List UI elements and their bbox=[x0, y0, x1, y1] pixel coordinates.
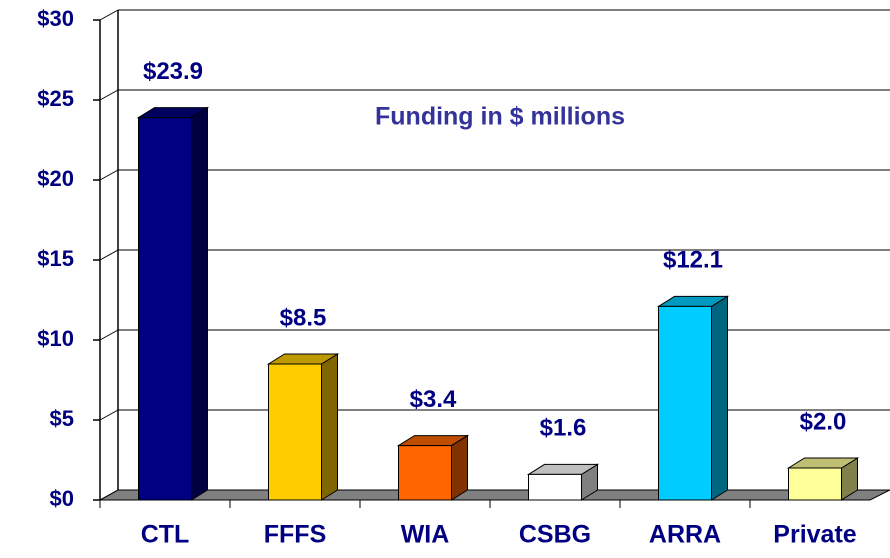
value-label: $23.9 bbox=[143, 58, 203, 85]
bar bbox=[658, 305, 712, 501]
x-tick-label: ARRA bbox=[649, 521, 721, 549]
grid-line bbox=[99, 489, 119, 501]
value-label: $1.6 bbox=[540, 415, 587, 442]
bar bbox=[528, 473, 582, 501]
x-tick-label: Private bbox=[773, 521, 856, 549]
y-tick-label: $0 bbox=[50, 486, 74, 511]
bar-side bbox=[191, 106, 208, 501]
y-tick-label: $15 bbox=[37, 246, 74, 271]
x-tick-label: CTL bbox=[141, 521, 190, 549]
bar bbox=[398, 445, 452, 501]
bar bbox=[138, 117, 192, 501]
grid-line bbox=[99, 409, 119, 421]
x-tick-label: FFFS bbox=[264, 521, 327, 549]
grid-line bbox=[99, 169, 119, 181]
bar bbox=[268, 363, 322, 501]
value-label: $2.0 bbox=[800, 408, 847, 435]
y-tick-label: $5 bbox=[50, 406, 74, 431]
x-tick-label: WIA bbox=[401, 521, 450, 549]
y-tick-label: $25 bbox=[37, 86, 74, 111]
y-tick-label: $10 bbox=[37, 326, 74, 351]
grid-line bbox=[99, 249, 119, 261]
grid-line bbox=[99, 89, 119, 101]
chart-title: Funding in $ millions bbox=[375, 103, 625, 131]
value-label: $3.4 bbox=[410, 386, 457, 413]
grid-line bbox=[99, 9, 119, 21]
value-label: $12.1 bbox=[663, 247, 723, 274]
grid-line bbox=[99, 329, 119, 341]
floor bbox=[98, 489, 890, 501]
y-tick-label: $30 bbox=[37, 6, 74, 31]
bar-side bbox=[321, 353, 338, 501]
bar-side bbox=[451, 434, 468, 501]
value-label: $8.5 bbox=[280, 304, 327, 331]
y-tick-label: $20 bbox=[37, 166, 74, 191]
bar-side bbox=[711, 295, 728, 501]
bar bbox=[788, 467, 842, 501]
x-tick-label: CSBG bbox=[519, 521, 591, 549]
